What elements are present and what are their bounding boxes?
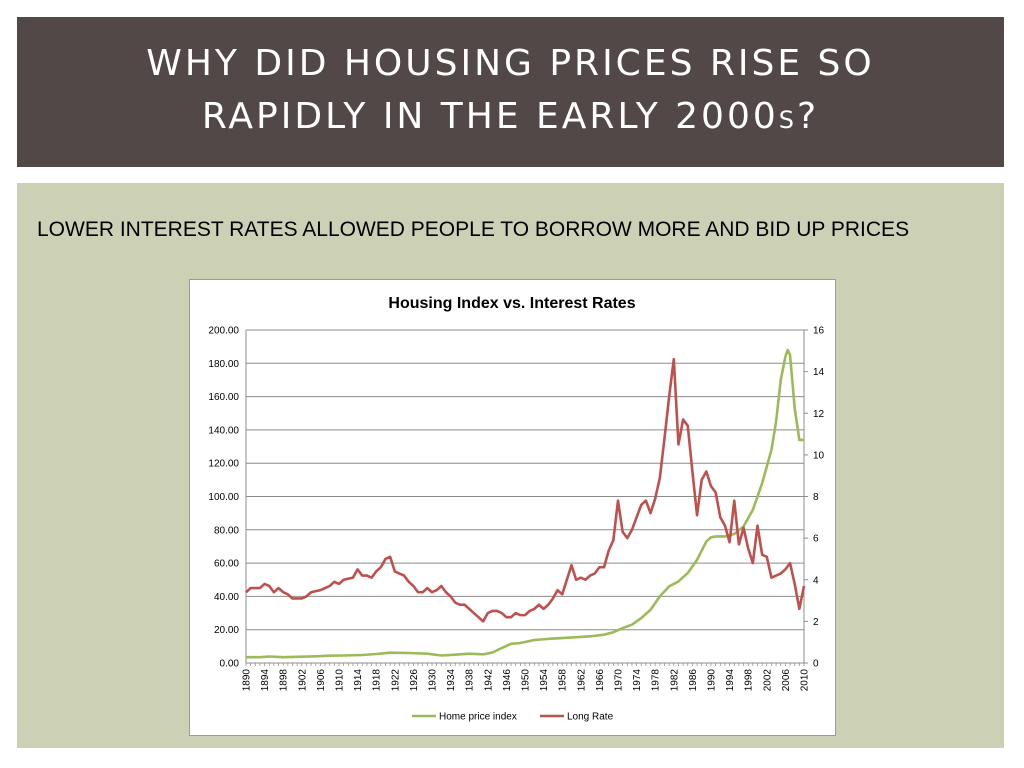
x-tick-label: 1910 bbox=[335, 669, 346, 692]
x-tick-label: 1950 bbox=[521, 669, 532, 692]
y-left-tick-label: 40.00 bbox=[214, 592, 239, 603]
series-line-home-price-index bbox=[246, 348, 804, 659]
grid-lines bbox=[246, 329, 804, 664]
x-tick-label: 1974 bbox=[632, 669, 643, 692]
y-left-tick-label: 100.00 bbox=[208, 492, 239, 503]
x-tick-label: 1922 bbox=[390, 669, 401, 692]
y-left-tick-label: 200.00 bbox=[208, 326, 239, 337]
y-right-tick-label: 16 bbox=[813, 326, 825, 337]
x-tick-label: 1926 bbox=[409, 669, 420, 692]
x-tick-label: 1970 bbox=[614, 669, 625, 692]
x-tick-label: 1994 bbox=[725, 669, 736, 692]
y-left-tick-label: 120.00 bbox=[208, 459, 239, 470]
x-tick-label: 1902 bbox=[297, 669, 308, 692]
x-tick-label: 1930 bbox=[428, 669, 439, 692]
x-tick-label: 1958 bbox=[558, 669, 569, 692]
x-tick-label: 1986 bbox=[688, 669, 699, 692]
legend-label-long-rate: Long Rate bbox=[567, 712, 614, 723]
x-tick-label: 1898 bbox=[279, 669, 290, 692]
y-right-tick-label: 6 bbox=[813, 534, 819, 545]
y-left-tick-label: 180.00 bbox=[208, 359, 239, 370]
slide-subtitle: LOWER INTEREST RATES ALLOWED PEOPLE TO B… bbox=[37, 218, 910, 241]
slide-title-line-2-main: RAPIDLY IN THE EARLY 2000 bbox=[201, 96, 779, 137]
x-tick-label: 1942 bbox=[483, 669, 494, 692]
x-tick-label: 1906 bbox=[316, 669, 327, 692]
x-tick-label: 1946 bbox=[502, 669, 513, 692]
x-tick-label: 2002 bbox=[762, 669, 773, 692]
axis-ticks: 0.00 20.00 40.00 60.00 80.00 100.00 120.00 140.… bbox=[208, 326, 824, 692]
series-line-long-rate bbox=[245, 357, 806, 623]
legend: Home price index Long Rate bbox=[412, 712, 614, 723]
y-left-tick-label: 160.00 bbox=[208, 392, 239, 403]
x-tick-label: 1890 bbox=[242, 669, 253, 692]
x-tick-label: 1954 bbox=[539, 669, 550, 692]
y-right-tick-label: 14 bbox=[813, 367, 825, 378]
housing-chart: Housing Index vs. Interest Rates 0.00 20.… bbox=[208, 295, 824, 723]
y-right-tick-label: 10 bbox=[813, 450, 825, 461]
legend-label-home-price-index: Home price index bbox=[439, 712, 517, 723]
y-left-tick-label: 60.00 bbox=[214, 559, 239, 570]
y-left-tick-label: 140.00 bbox=[208, 425, 239, 436]
chart-title: Housing Index vs. Interest Rates bbox=[388, 295, 635, 312]
chart-container: Housing Index vs. Interest Rates 0.00 20.… bbox=[189, 279, 836, 736]
y-right-tick-label: 0 bbox=[813, 659, 819, 670]
x-tick-label: 1962 bbox=[576, 669, 587, 692]
x-tick-label: 1990 bbox=[707, 669, 718, 692]
slide-title-line-1: WHY DID HOUSING PRICES RISE SO bbox=[146, 43, 875, 84]
x-tick-label: 1914 bbox=[353, 669, 364, 692]
slide-content: LOWER INTEREST RATES ALLOWED PEOPLE TO B… bbox=[17, 183, 1004, 748]
x-tick-label: 2010 bbox=[800, 669, 811, 692]
y-right-tick-label: 8 bbox=[813, 492, 819, 503]
x-tick-label: 1894 bbox=[260, 669, 271, 692]
y-right-tick-label: 4 bbox=[813, 575, 819, 586]
slide-title-line-2: RAPIDLY IN THE EARLY 2000S? bbox=[202, 90, 819, 147]
x-tick-label: 1982 bbox=[669, 669, 680, 692]
y-right-tick-label: 12 bbox=[813, 409, 825, 420]
x-tick-label: 1978 bbox=[651, 669, 662, 692]
series-lines bbox=[245, 348, 806, 659]
y-left-tick-label: 80.00 bbox=[214, 525, 239, 536]
x-tick-label: 1998 bbox=[744, 669, 755, 692]
x-tick-label: 1966 bbox=[595, 669, 606, 692]
x-tick-label: 2006 bbox=[781, 669, 792, 692]
slide-title-line-2-end: ? bbox=[797, 96, 820, 137]
y-right-tick-label: 2 bbox=[813, 617, 819, 628]
slide-title-bar: WHY DID HOUSING PRICES RISE SO RAPIDLY I… bbox=[17, 17, 1004, 167]
x-tick-label: 1918 bbox=[372, 669, 383, 692]
y-left-tick-label: 20.00 bbox=[214, 625, 239, 636]
slide-title-line-2-small: S bbox=[778, 106, 797, 134]
x-tick-label: 1934 bbox=[446, 669, 457, 692]
y-left-tick-label: 0.00 bbox=[220, 659, 240, 670]
x-tick-label: 1938 bbox=[465, 669, 476, 692]
